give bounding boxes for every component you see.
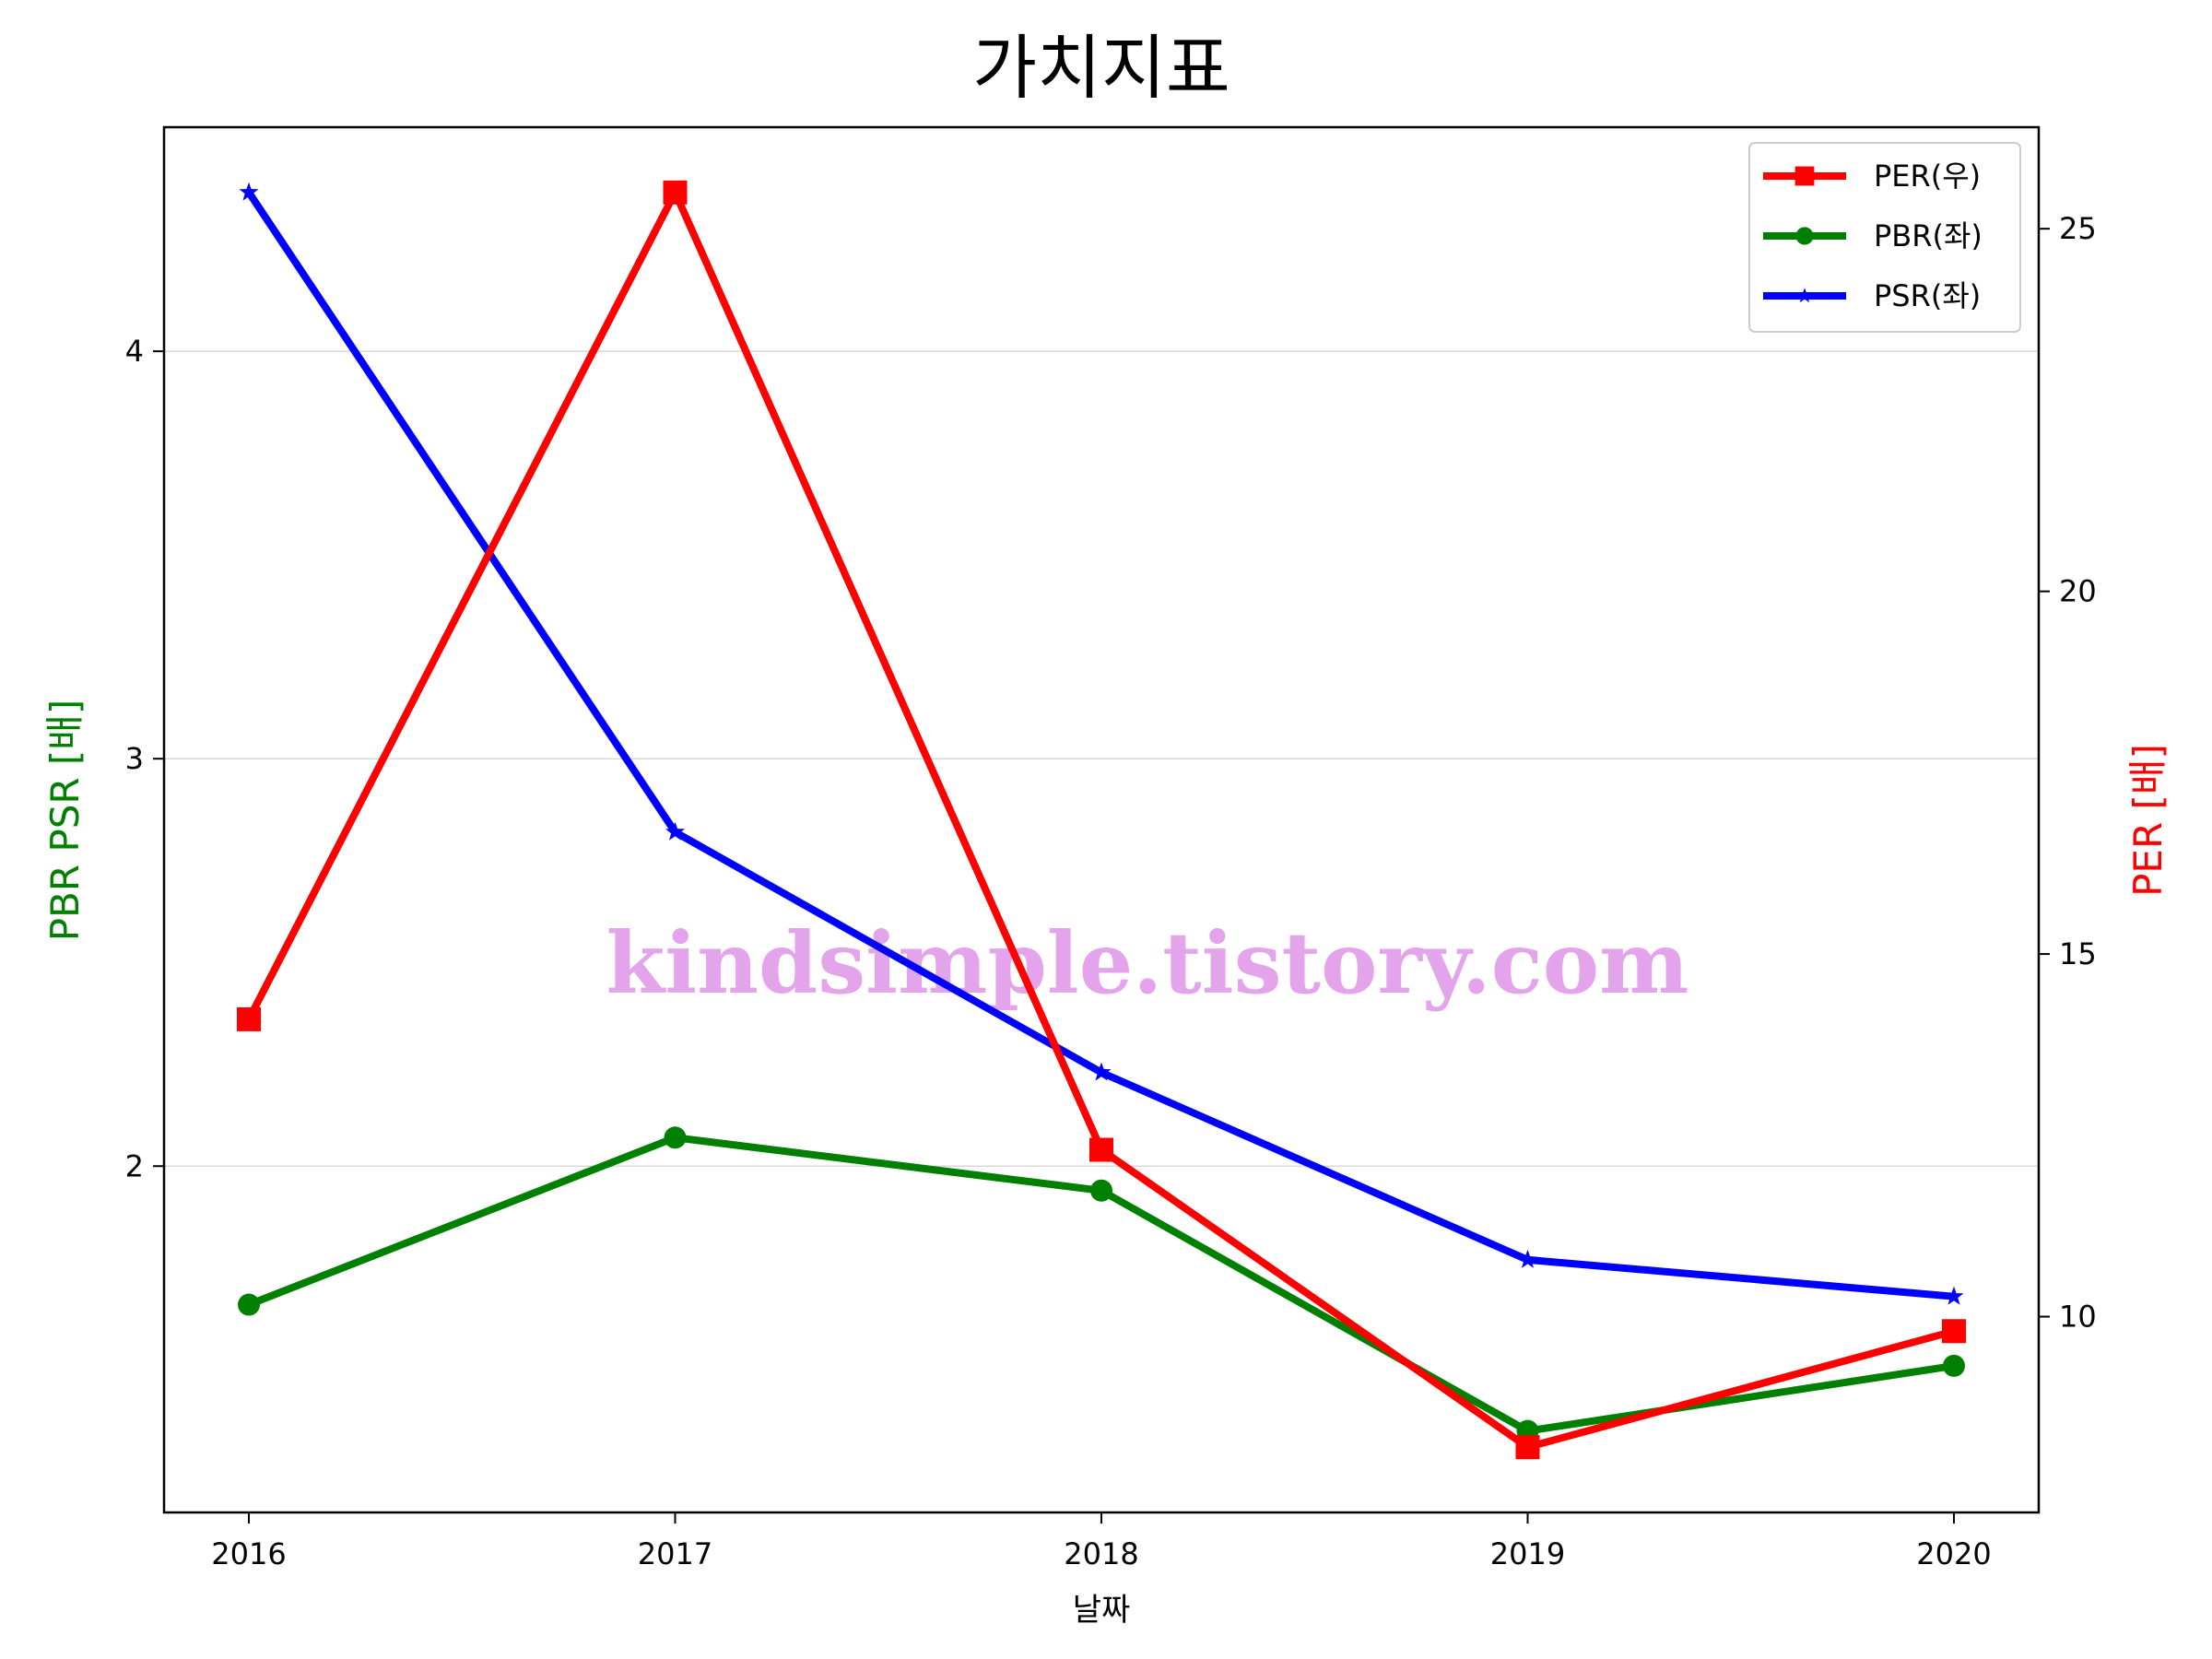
x-tick-label: 2020 <box>1916 1536 1991 1571</box>
legend-marker-pbr <box>1795 227 1814 245</box>
legend: PER(우) PBR(좌) PSR(좌) <box>1748 142 2021 333</box>
x-tick-label: 2017 <box>638 1536 712 1571</box>
x-axis: 2016 2017 2018 2019 2020 <box>211 1512 1992 1571</box>
plot-frame <box>162 125 2041 1514</box>
x-tick-label: 2019 <box>1490 1536 1565 1571</box>
per-point <box>663 180 688 205</box>
psr-line <box>245 190 1955 1300</box>
per-point <box>1089 1137 1113 1162</box>
right-y-tick-label: 10 <box>2059 1300 2097 1335</box>
psr-point <box>665 821 685 841</box>
series-layer <box>237 180 1966 1460</box>
psr-point <box>239 182 259 201</box>
per-point <box>1515 1435 1540 1460</box>
left-y-axis: 2 3 4 <box>125 334 164 1183</box>
chart-title: 가치지표 <box>972 27 1230 109</box>
pbr-point <box>238 1293 260 1316</box>
psr-point <box>1944 1286 1964 1305</box>
left-y-tick-label: 4 <box>125 334 144 369</box>
legend-marker-psr <box>1796 288 1813 303</box>
pbr-series <box>238 1126 1965 1442</box>
psr-series <box>239 182 1964 1305</box>
right-y-tick-label: 20 <box>2059 574 2097 609</box>
per-line <box>245 188 1956 1452</box>
legend-label-per: PER(우) <box>1874 159 1981 194</box>
legend-label-pbr: PBR(좌) <box>1874 218 1983 253</box>
grid-lines <box>164 350 2039 1167</box>
x-tick-label: 2018 <box>1064 1536 1138 1571</box>
x-tick-label: 2016 <box>211 1536 286 1571</box>
pbr-point <box>1943 1354 1965 1377</box>
per-point <box>1942 1319 1966 1344</box>
left-y-tick-label: 2 <box>125 1148 144 1183</box>
right-y-axis: 10 15 20 25 <box>2039 211 2097 1335</box>
x-axis-label: 날짜 <box>1073 1592 1131 1629</box>
psr-point <box>1091 1062 1112 1081</box>
watermark-text: kindsimple.tistory.com <box>606 913 1688 1013</box>
legend-marker-per <box>1794 166 1815 186</box>
psr-point <box>1518 1249 1537 1268</box>
per-series <box>237 180 1966 1460</box>
legend-box <box>1748 142 2021 333</box>
right-y-tick-label: 15 <box>2059 936 2097 971</box>
legend-label-psr: PSR(좌) <box>1874 278 1981 313</box>
left-y-axis-label: PBR PSR [배] <box>42 700 88 942</box>
right-y-tick-label: 25 <box>2059 211 2097 246</box>
left-y-tick-label: 3 <box>125 741 144 776</box>
pbr-point <box>664 1126 687 1149</box>
right-y-axis-label: PER [배] <box>2125 744 2171 897</box>
per-point <box>237 1006 261 1031</box>
pbr-point <box>1090 1179 1112 1202</box>
